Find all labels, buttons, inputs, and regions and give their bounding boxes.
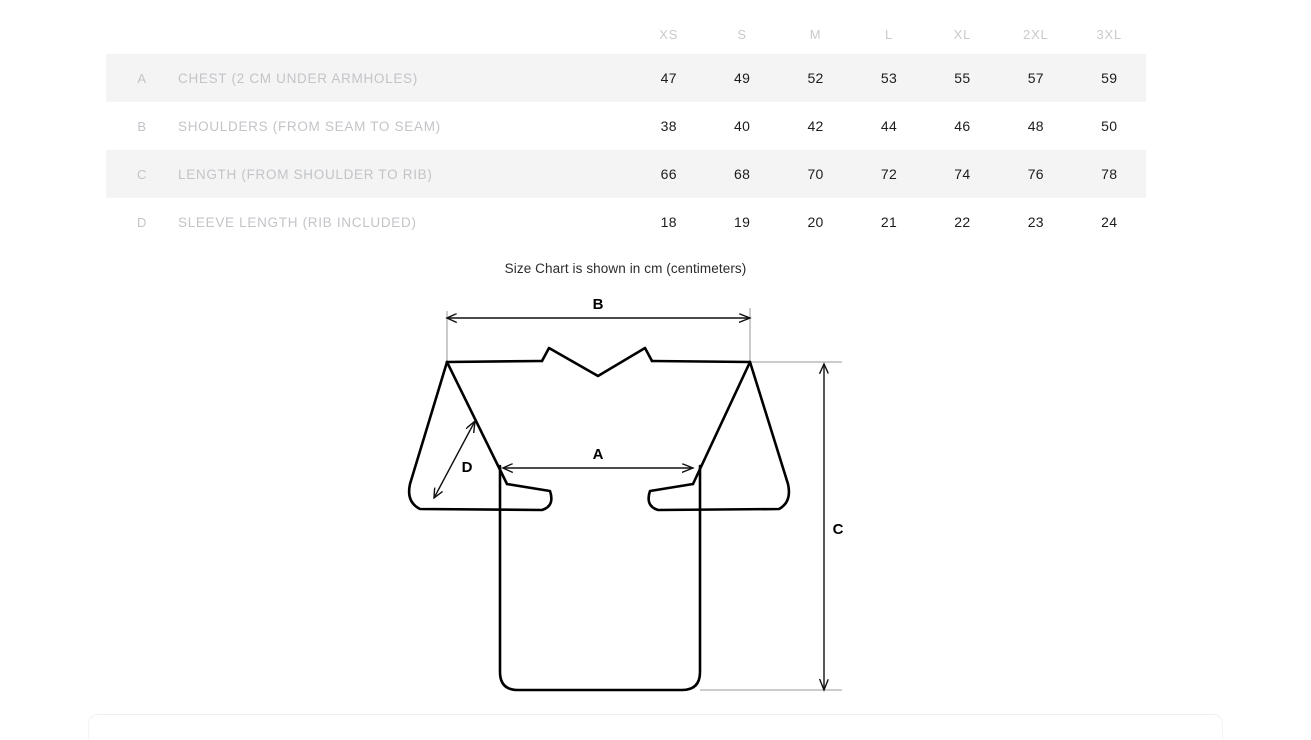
row-letter-b: B <box>137 118 147 134</box>
cell-chest-xs: 47 <box>660 70 677 86</box>
extension-guide-lines <box>446 308 842 691</box>
cell-length-m: 70 <box>807 166 824 182</box>
row-label-sleeve: SLEEVE LENGTH (RIB INCLUDED) <box>178 214 417 230</box>
column-header-3xl: 3XL <box>1096 26 1122 42</box>
cell-shoulders-2xl: 48 <box>1027 118 1044 134</box>
cell-chest-m: 52 <box>807 70 824 86</box>
cell-shoulders-s: 40 <box>734 118 751 134</box>
size-chart-table: XS S M L XL 2XL 3XL A CHEST (2 CM UNDER … <box>106 14 1146 246</box>
cell-sleeve-3xl: 24 <box>1101 214 1118 230</box>
table-row-length: C LENGTH (FROM SHOULDER TO RIB) 66 68 70… <box>106 150 1146 198</box>
cell-shoulders-l: 44 <box>880 118 898 134</box>
tshirt-diagram: B A C D <box>390 288 860 703</box>
tshirt-outline <box>407 346 791 692</box>
cell-sleeve-m: 20 <box>807 214 824 230</box>
left-sleeve-outline <box>407 360 553 512</box>
dimension-c-label: C <box>833 521 844 538</box>
cell-sleeve-xs: 18 <box>660 214 677 230</box>
cell-shoulders-xl: 46 <box>954 118 971 134</box>
right-shoulder-seam <box>650 359 752 364</box>
dimension-a-chest: A <box>503 446 693 468</box>
column-header-m: M <box>809 26 822 42</box>
column-header-xs: XS <box>659 26 679 42</box>
page-container-bottom-edge <box>88 714 1223 740</box>
row-letter-c: C <box>137 166 147 182</box>
row-label-length: LENGTH (FROM SHOULDER TO RIB) <box>178 166 433 182</box>
cell-length-xs: 66 <box>660 166 677 182</box>
body-outline <box>498 464 702 692</box>
column-header-2xl: 2XL <box>1023 26 1049 42</box>
right-sleeve-inner-seam <box>691 360 752 486</box>
size-chart-unit-caption: Size Chart is shown in cm (centimeters) <box>504 261 747 276</box>
dimension-d-sleeve: D <box>434 421 475 498</box>
dimension-b-shoulders: B <box>447 296 750 318</box>
dimension-b-label: B <box>593 296 604 313</box>
row-label-chest: CHEST (2 CM UNDER ARMHOLES) <box>178 70 418 86</box>
dimension-c-length: C <box>824 364 844 690</box>
cell-sleeve-xl: 22 <box>954 214 971 230</box>
row-letter-a: A <box>137 70 147 86</box>
cell-shoulders-m: 42 <box>807 118 824 134</box>
table-row-sleeve: D SLEEVE LENGTH (RIB INCLUDED) 18 19 20 … <box>106 198 1146 246</box>
cell-chest-2xl: 57 <box>1027 70 1044 86</box>
cell-length-2xl: 76 <box>1027 166 1044 182</box>
dimension-d-arrow <box>434 421 475 498</box>
row-label-shoulders: SHOULDERS (FROM SEAM TO SEAM) <box>178 118 441 134</box>
cell-chest-s: 49 <box>734 70 751 86</box>
row-letter-d: D <box>137 214 147 230</box>
table-header-row: XS S M L XL 2XL 3XL <box>106 14 1146 54</box>
left-shoulder-seam <box>445 359 544 364</box>
table-row-chest: A CHEST (2 CM UNDER ARMHOLES) 47 49 52 5… <box>106 54 1146 102</box>
cell-sleeve-l: 21 <box>880 214 898 230</box>
cell-shoulders-xs: 38 <box>660 118 677 134</box>
cell-length-xl: 74 <box>954 166 971 182</box>
cell-length-l: 72 <box>880 166 898 182</box>
cell-chest-3xl: 59 <box>1101 70 1118 86</box>
cell-length-3xl: 78 <box>1101 166 1118 182</box>
cell-chest-xl: 55 <box>954 70 971 86</box>
column-header-xl: XL <box>953 26 972 42</box>
right-sleeve-outline <box>647 360 791 512</box>
dimension-a-label: A <box>593 446 604 463</box>
dimension-d-label: D <box>462 459 473 476</box>
column-header-l: L <box>884 26 893 42</box>
column-header-s: S <box>737 26 747 42</box>
cell-chest-l: 53 <box>880 70 898 86</box>
cell-shoulders-3xl: 50 <box>1101 118 1118 134</box>
neckline <box>540 346 654 378</box>
table-row-shoulders: B SHOULDERS (FROM SEAM TO SEAM) 38 40 42… <box>106 102 1146 150</box>
left-sleeve-inner-seam <box>445 360 509 486</box>
cell-sleeve-s: 19 <box>734 214 751 230</box>
cell-sleeve-2xl: 23 <box>1027 214 1044 230</box>
cell-length-s: 68 <box>734 166 751 182</box>
